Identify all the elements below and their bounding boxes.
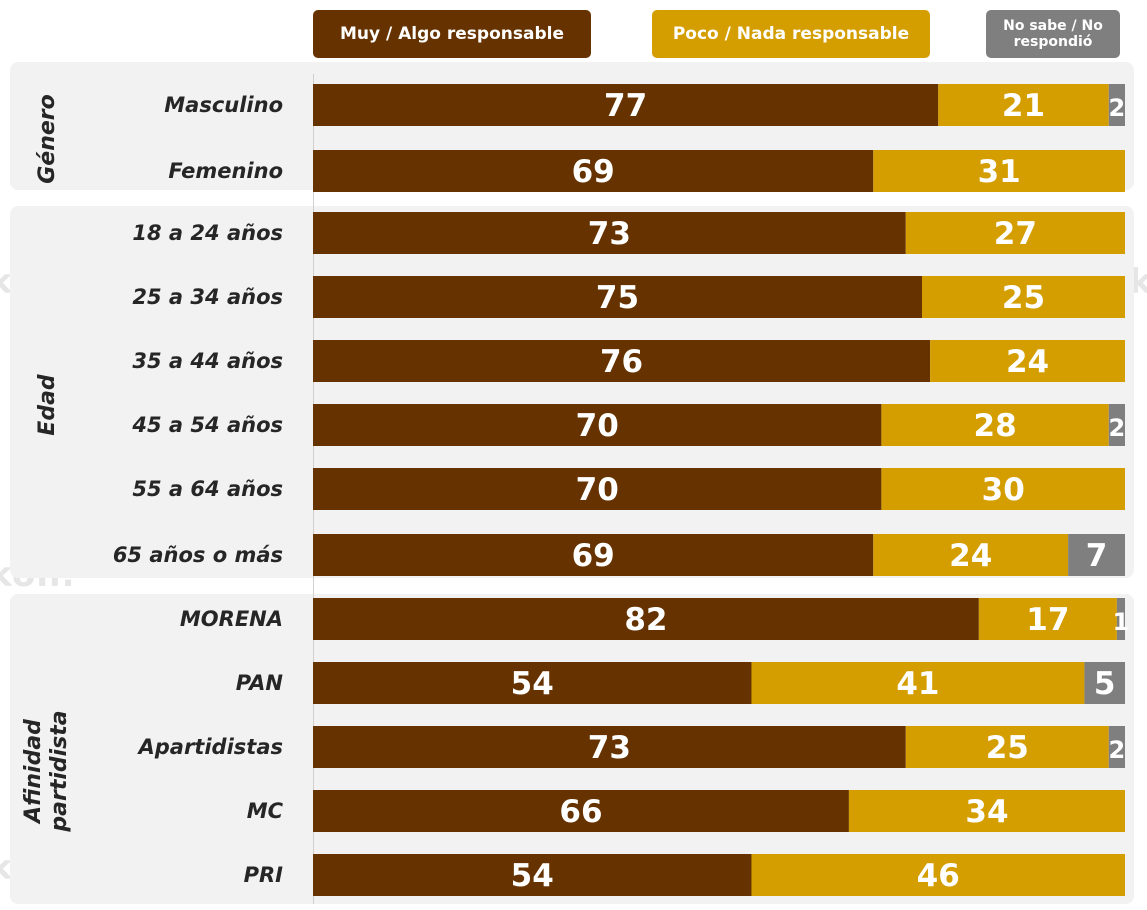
data-label: 73: [588, 730, 631, 766]
row-label: 18 a 24 años: [132, 221, 283, 245]
row-label: 65 años o más: [112, 543, 283, 567]
row-label: PRI: [243, 863, 283, 887]
data-label: 41: [896, 666, 939, 702]
data-label: 69: [572, 538, 615, 574]
row-label: Apartidistas: [138, 735, 284, 759]
data-label: 73: [588, 216, 631, 252]
data-label: 17: [1026, 602, 1069, 638]
data-label: 69: [572, 154, 615, 190]
row-label: 45 a 54 años: [132, 413, 283, 437]
data-label: 1: [1113, 608, 1130, 636]
data-label: 70: [576, 472, 619, 508]
row-label: 55 a 64 años: [132, 477, 283, 501]
data-label: 5: [1094, 666, 1116, 702]
data-label: 7: [1086, 538, 1108, 574]
data-label: 76: [600, 344, 643, 380]
data-label: 31: [978, 154, 1021, 190]
bar-segment: [905, 212, 1125, 254]
data-label: 46: [917, 858, 960, 894]
data-label: 2: [1109, 414, 1126, 442]
bar-segment: [313, 534, 874, 576]
bar-segment: [873, 534, 1069, 576]
bar-segment: [313, 726, 906, 768]
bar-segment: [978, 598, 1117, 640]
bar-segment: [881, 468, 1125, 510]
data-label: 28: [974, 408, 1017, 444]
data-label: 24: [949, 538, 992, 574]
bar-segment: [313, 598, 979, 640]
bar-segment: [938, 84, 1109, 126]
bar-segment: [930, 340, 1125, 382]
bar-segment: [1116, 598, 1125, 640]
data-label: 21: [1002, 88, 1045, 124]
row-label: Masculino: [164, 93, 283, 117]
bar-segment: [1108, 726, 1125, 768]
bar-segment: [313, 790, 849, 832]
data-label: 82: [624, 602, 667, 638]
data-label: 77: [604, 88, 647, 124]
bar-segment: [905, 726, 1109, 768]
bar-segment: [313, 854, 752, 896]
legend-ns: No sabe / No respondió: [986, 10, 1120, 58]
data-label: 75: [596, 280, 639, 316]
bar-segment: [751, 854, 1125, 896]
row-label: 25 a 34 años: [132, 285, 283, 309]
legend-poco: Poco / Nada responsable: [652, 10, 930, 58]
bar-segment: [881, 404, 1109, 446]
row-label: 35 a 44 años: [132, 349, 283, 373]
bar-segment: [313, 468, 882, 510]
bar-segment: [751, 662, 1085, 704]
data-label: 54: [511, 666, 554, 702]
data-label: 27: [994, 216, 1037, 252]
data-label: 2: [1109, 736, 1126, 764]
data-label: 30: [982, 472, 1025, 508]
data-label: 70: [576, 408, 619, 444]
bar-segment: [1108, 84, 1125, 126]
row-label: Femenino: [168, 159, 283, 183]
row-label: PAN: [235, 671, 283, 695]
bar-segment: [313, 150, 874, 192]
group-panel-edad: [10, 206, 1134, 578]
bar-segment: [313, 340, 931, 382]
data-label: 66: [559, 794, 602, 830]
bar-segment: [313, 404, 882, 446]
data-label: 54: [511, 858, 554, 894]
data-label: 25: [1002, 280, 1045, 316]
bar-segment: [922, 276, 1125, 318]
data-label: 25: [986, 730, 1029, 766]
data-label: 2: [1109, 94, 1126, 122]
bar-segment: [313, 276, 922, 318]
data-label: 24: [1006, 344, 1049, 380]
bar-segment: [1084, 662, 1125, 704]
bar-segment: [1068, 534, 1125, 576]
row-label: MORENA: [179, 607, 283, 631]
bar-segment: [313, 84, 939, 126]
row-label: MC: [246, 799, 283, 823]
bar-segment: [873, 150, 1125, 192]
data-label: 34: [965, 794, 1008, 830]
legend-muy: Muy / Algo responsable: [313, 10, 591, 58]
bar-segment: [1108, 404, 1125, 446]
bar-segment: [313, 662, 752, 704]
bar-segment: [848, 790, 1125, 832]
bar-segment: [313, 212, 906, 254]
